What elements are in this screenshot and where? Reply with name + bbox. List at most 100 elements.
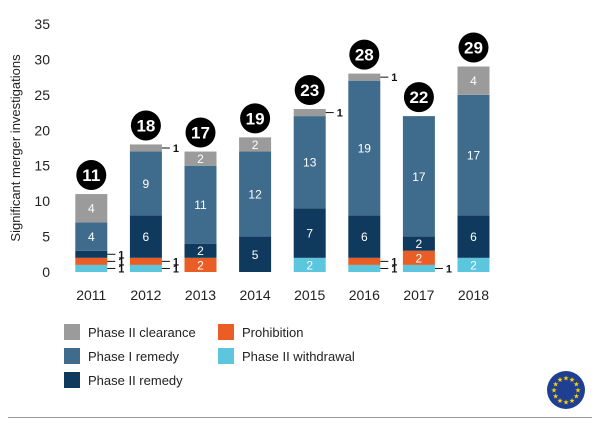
segment-value-label: 2 [197,244,204,258]
star-icon: ★ [569,397,575,405]
segment-value-label: 2 [416,251,423,265]
legend-item-phase-ii-withdrawal: Phase II withdrawal [218,348,355,364]
star-icon: ★ [551,387,557,395]
segment-value-label: 4 [470,74,477,88]
legend: Phase II clearance Prohibition Phase I r… [64,322,404,394]
bar-segment [402,116,435,237]
segment-value-label: 12 [248,188,262,202]
total-value-label: 18 [136,116,155,135]
legend-label: Prohibition [242,324,304,340]
x-tick-label: 2016 [349,287,380,303]
segment-value-label: 4 [88,230,95,244]
bar-segment [457,66,490,95]
total-value-label: 29 [464,39,483,58]
segment-value-label: 6 [361,230,368,244]
legend-swatch [64,372,80,388]
segment-value-label: 4 [88,202,95,216]
segment-value-label: 2 [306,258,313,272]
y-tick-label: 20 [34,122,50,138]
stacked-bar-chart: Significant merger investigations0510152… [8,16,490,303]
total-value-label: 23 [300,81,319,100]
bar-segment [293,257,326,272]
total-value-label: 22 [409,88,428,107]
bar-segment [129,144,162,152]
legend-swatch [64,348,80,364]
bar-segment [457,94,490,216]
y-tick-label: 30 [34,51,50,67]
segment-value-label: 1 [118,256,124,268]
total-badge [185,117,216,148]
bar-segment [75,257,108,265]
y-tick-label: 10 [34,193,50,209]
segment-value-label: 2 [252,138,259,152]
bar-segment [75,264,108,272]
segment-value-label: 2 [197,258,204,272]
segment-value-label: 19 [358,142,372,156]
segment-value-label: 1 [391,263,397,275]
bar-segment [129,264,162,272]
total-value-label: 19 [246,109,265,128]
bar-segment [75,222,108,251]
bar-segment [75,250,108,258]
legend-label: Phase I remedy [88,348,180,364]
bar-segment [293,208,326,258]
segment-value-label: 1 [118,249,124,261]
y-tick-label: 5 [42,229,50,245]
star-icon: ★ [575,387,581,395]
y-axis-label: Significant merger investigations [8,54,23,242]
star-icon: ★ [563,375,569,383]
bar-segment [402,236,435,251]
segment-value-label: 6 [143,230,150,244]
total-badge [240,103,271,134]
bar-segment [184,257,217,272]
legend-swatch [218,324,234,340]
x-tick-label: 2015 [294,287,325,303]
total-badge [76,160,107,191]
legend-item-phase-i-remedy: Phase I remedy [64,348,179,364]
total-value-label: 17 [191,124,210,143]
star-icon: ★ [563,399,569,407]
bar-segment [348,215,381,258]
star-icon: ★ [552,393,558,401]
x-tick-label: 2017 [403,287,434,303]
star-icon: ★ [573,393,579,401]
bar-segment [293,116,326,209]
star-icon: ★ [557,397,563,405]
segment-value-label: 1 [118,263,124,275]
segment-value-label: 11 [194,198,207,212]
segment-value-label: 1 [446,263,452,275]
segment-value-label: 2 [416,237,423,251]
bar-segment [348,264,381,272]
star-icon: ★ [569,376,575,384]
y-tick-label: 0 [42,264,50,280]
legend-swatch [64,324,80,340]
x-tick-label: 2012 [130,287,161,303]
legend-item-phase-ii-remedy: Phase II remedy [64,372,183,388]
total-badge [130,110,161,141]
bottom-divider [8,417,592,418]
segment-value-label: 1 [391,256,397,268]
legend-swatch [218,348,234,364]
segment-value-label: 9 [143,177,150,191]
segment-value-label: 1 [337,108,343,120]
bar-segment [129,215,162,258]
x-tick-label: 2018 [458,287,489,303]
legend-label: Phase II withdrawal [242,348,355,364]
bar-segment [293,109,326,117]
segment-value-label: 1 [173,256,179,268]
legend-item-prohibition: Prohibition [218,324,303,340]
total-value-label: 28 [355,46,374,65]
bar-segment [129,257,162,265]
star-icon: ★ [573,381,579,389]
total-badge [294,75,325,106]
y-tick-label: 35 [34,16,50,32]
bar-segment [402,250,435,265]
total-badge [458,32,489,63]
segment-value-label: 6 [470,230,477,244]
segment-value-label: 1 [173,263,179,275]
bar-segment [348,73,381,81]
segment-value-label: 2 [470,258,477,272]
legend-label: Phase II remedy [88,372,183,388]
total-badge [403,82,434,113]
bar-segment [457,257,490,272]
